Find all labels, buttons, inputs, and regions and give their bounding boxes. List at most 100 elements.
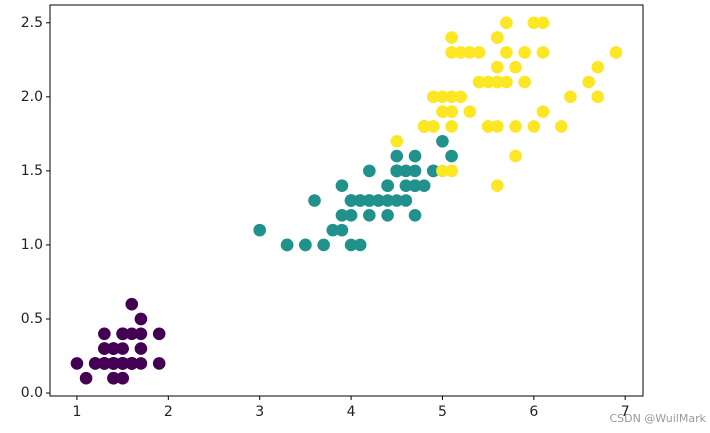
point — [500, 46, 513, 59]
point — [472, 46, 486, 59]
point — [152, 357, 166, 370]
point — [490, 31, 504, 44]
point — [436, 105, 449, 118]
point — [490, 120, 504, 133]
point — [363, 209, 376, 222]
point — [609, 46, 623, 59]
x-tick-label: 2 — [164, 404, 173, 420]
point — [399, 194, 413, 207]
point — [536, 46, 550, 59]
point — [481, 75, 495, 89]
point — [445, 149, 458, 163]
point — [564, 90, 577, 104]
point — [408, 179, 422, 192]
point — [344, 209, 358, 222]
point — [353, 238, 367, 252]
point — [445, 164, 458, 178]
x-tick-label: 1 — [72, 404, 81, 420]
point — [299, 238, 312, 252]
point — [591, 60, 605, 74]
point — [344, 238, 358, 252]
point — [436, 164, 449, 178]
point — [417, 179, 431, 192]
point — [509, 120, 522, 133]
point — [445, 120, 458, 133]
point — [463, 46, 477, 59]
point — [116, 357, 129, 370]
point — [427, 164, 440, 178]
point — [527, 16, 541, 30]
point — [582, 75, 595, 89]
point — [463, 105, 477, 118]
point — [116, 327, 129, 341]
x-tick-label: 6 — [529, 404, 538, 420]
point — [481, 120, 495, 133]
point — [509, 60, 522, 74]
x-tick-label: 7 — [621, 404, 630, 420]
point — [445, 31, 458, 44]
point — [454, 90, 468, 104]
point — [344, 194, 358, 207]
point — [390, 164, 404, 178]
x-tick-label: 5 — [438, 404, 447, 420]
point — [509, 149, 522, 163]
point — [363, 194, 376, 207]
point — [527, 120, 541, 133]
point — [253, 223, 266, 237]
point — [445, 105, 458, 118]
y-tick-label: 1.5 — [21, 163, 43, 179]
y-tick-label: 0.5 — [21, 311, 43, 327]
point — [116, 342, 129, 355]
x-tick-label: 3 — [255, 404, 264, 420]
point — [372, 194, 385, 207]
point — [107, 371, 120, 385]
point — [436, 134, 449, 148]
point — [399, 179, 413, 192]
point — [317, 238, 330, 252]
point — [408, 164, 422, 178]
point — [335, 209, 349, 222]
y-tick-label: 0.0 — [21, 385, 43, 401]
point — [125, 297, 139, 311]
watermark: CSDN @WuilMark — [609, 412, 706, 425]
point — [79, 371, 93, 385]
point — [518, 46, 531, 59]
point — [408, 209, 422, 222]
point — [518, 75, 531, 89]
point — [125, 327, 139, 341]
point — [427, 90, 440, 104]
point — [381, 209, 394, 222]
point — [591, 90, 605, 104]
point — [490, 60, 504, 74]
point — [107, 357, 120, 370]
point — [490, 179, 504, 192]
point — [134, 342, 148, 355]
y-tick-label: 1.0 — [21, 237, 43, 253]
point — [98, 327, 111, 341]
point — [98, 342, 111, 355]
point — [436, 90, 449, 104]
point — [536, 105, 550, 118]
point — [98, 357, 111, 370]
point — [427, 120, 440, 133]
point — [280, 238, 294, 252]
point — [390, 194, 404, 207]
point — [454, 46, 468, 59]
plot-frame — [49, 4, 644, 397]
point — [308, 194, 321, 207]
point — [88, 357, 102, 370]
point — [335, 223, 349, 237]
point — [381, 179, 394, 192]
point — [399, 164, 413, 178]
y-tick-label: 2.0 — [21, 89, 43, 105]
point — [353, 194, 367, 207]
x-tick-label: 4 — [347, 404, 356, 420]
point — [490, 75, 504, 89]
point — [116, 371, 129, 385]
point — [70, 357, 84, 370]
point — [107, 342, 120, 355]
point — [554, 120, 568, 133]
point — [536, 16, 550, 30]
point — [500, 75, 513, 89]
